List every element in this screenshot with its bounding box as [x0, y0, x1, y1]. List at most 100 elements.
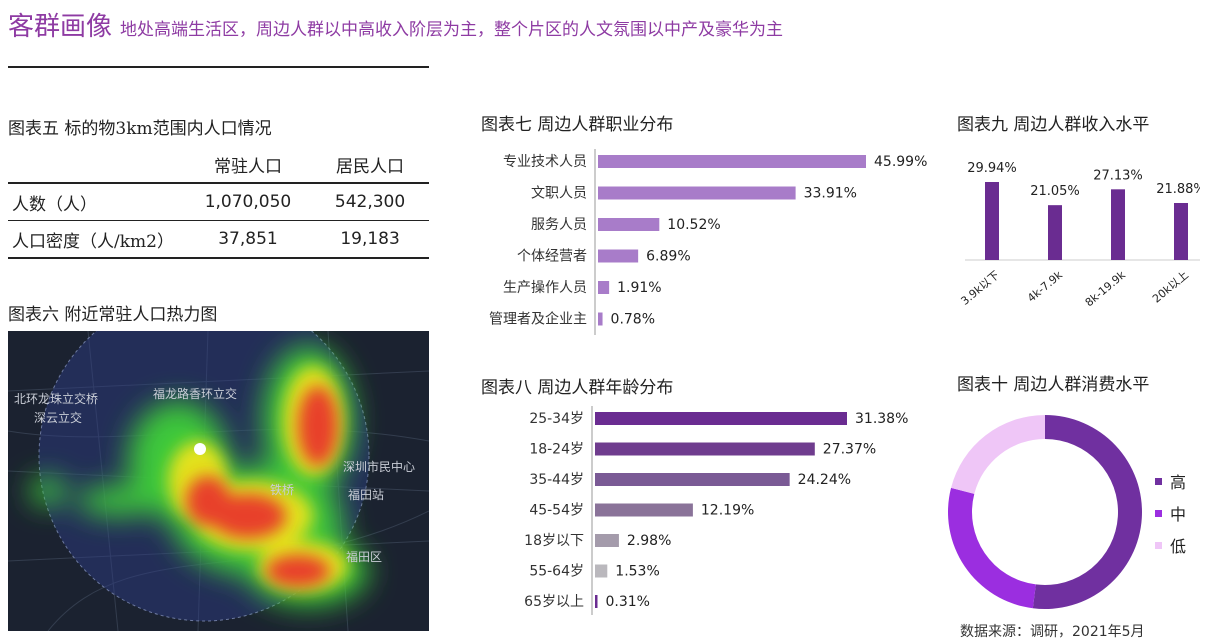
data-label: 29.94% [967, 161, 1017, 176]
category-label: 18岁以下 [524, 533, 584, 549]
category-label: 服务人员 [531, 217, 587, 233]
consumption-donut [948, 415, 1142, 609]
legend-item-mid: 中 [1155, 497, 1186, 529]
legend-swatch [1155, 509, 1162, 517]
category-label: 45-54岁 [529, 503, 584, 519]
heatmap-image: 北环龙珠立交桥 深云立交 福龙路香环立交 深圳市民中心 福田站 福田区 铁桥 [8, 331, 429, 631]
legend-swatch [1155, 541, 1162, 549]
map-label: 福田站 [348, 487, 384, 502]
bar [595, 442, 815, 456]
table-header-resident: 常驻人口 [213, 156, 282, 177]
table-header-household: 居民人口 [336, 156, 405, 177]
data-label: 21.05% [1030, 184, 1080, 199]
data-label: 31.38% [855, 411, 908, 427]
data-label: 27.13% [1093, 168, 1143, 183]
table-header-row: 常驻人口 居民人口 [8, 146, 429, 183]
bar [595, 595, 598, 608]
data-label: 1.91% [617, 280, 661, 296]
map-label: 福龙路香环立交 [153, 386, 237, 401]
chart7-title: 图表七 周边人群职业分布 [481, 115, 674, 135]
legend-item-high: 高 [1155, 465, 1186, 497]
category-label: 55-64岁 [529, 564, 584, 580]
location-pin-icon [194, 443, 206, 455]
chart10-title: 图表十 周边人群消费水平 [957, 375, 1150, 395]
pie-slice [948, 487, 1036, 609]
income-chart: 29.94% 3.9k以下 21.05% 4k-7.9k 27.13% 8k-19.9k 2… [958, 161, 1200, 309]
data-label: 33.91% [804, 186, 857, 202]
cell-value: 37,851 [184, 220, 312, 259]
data-label: 0.31% [606, 594, 650, 610]
map-label: 深圳市民中心 [343, 459, 415, 474]
bar [595, 473, 790, 486]
bar [598, 218, 660, 231]
bar [598, 281, 610, 294]
map-label: 深云立交 [34, 410, 82, 425]
category-label: 25-34岁 [529, 411, 584, 427]
map-label: 福田区 [346, 549, 382, 564]
map-label: 北环龙珠立交桥 [14, 391, 98, 406]
cell-value: 542,300 [311, 182, 429, 221]
row-label: 人数（人） [8, 182, 185, 221]
bar [595, 534, 619, 547]
bar [595, 503, 693, 517]
data-label: 21.88% [1156, 182, 1200, 197]
table5-title: 图表五 标的物3km范围内人口情况 [8, 119, 272, 139]
bar [595, 564, 608, 578]
legend-swatch [1155, 477, 1162, 485]
consumption-legend: 高 中 低 [1155, 465, 1186, 561]
category-label: 文职人员 [531, 186, 587, 202]
category-label: 65岁以上 [524, 594, 584, 610]
category-label: 35-44岁 [529, 472, 584, 488]
page-subtitle: 地处高端生活区，周边人群以中高收入阶层为主，整个片区的人文氛围以中产及豪华为主 [120, 20, 784, 40]
bar [985, 182, 999, 260]
age-chart: 25-34岁 31.38% 18-24岁 27.37% 35-44岁 24.24% 45-5… [524, 406, 908, 615]
heatmap-title: 图表六 附近常驻人口热力图 [8, 305, 218, 325]
row-label: 人口密度（人/km2） [8, 220, 185, 259]
cell-value: 1,070,050 [184, 182, 312, 221]
data-label: 0.78% [611, 312, 655, 328]
data-source-note: 数据来源：调研，2021年5月 [960, 624, 1145, 640]
population-table: 常驻人口 居民人口 人数（人） 1,070,050 542,300 人口密度（人… [8, 146, 429, 259]
legend-label: 高 [1170, 473, 1187, 492]
bar [598, 155, 866, 168]
data-label: 1.53% [615, 564, 659, 580]
map-label: 铁桥 [270, 483, 294, 497]
page-header: 客群画像 地处高端生活区，周边人群以中高收入阶层为主，整个片区的人文氛围以中产及豪… [8, 6, 783, 43]
table-header-blank [8, 146, 185, 183]
table-row: 人数（人） 1,070,050 542,300 [8, 182, 429, 221]
data-label: 12.19% [701, 503, 754, 519]
data-label: 6.89% [646, 249, 690, 265]
category-label: 18-24岁 [529, 442, 584, 458]
legend-label: 低 [1170, 537, 1187, 556]
bar [598, 312, 603, 326]
bar [598, 186, 796, 200]
data-label: 24.24% [798, 472, 851, 488]
tick-label: 20k以上 [1150, 268, 1191, 305]
legend-label: 中 [1170, 505, 1187, 524]
map-labels: 北环龙珠立交桥 深云立交 福龙路香环立交 深圳市民中心 福田站 福田区 铁桥 [14, 386, 415, 564]
tick-label: 4k-7.9k [1025, 268, 1065, 305]
bar [1048, 205, 1062, 260]
heatmap-graphic: 北环龙珠立交桥 深云立交 福龙路香环立交 深圳市民中心 福田站 福田区 铁桥 [8, 331, 429, 631]
category-label: 管理者及企业主 [489, 311, 587, 328]
bar [1174, 202, 1188, 260]
category-label: 专业技术人员 [503, 154, 587, 170]
tick-label: 8k-19.9k [1083, 268, 1129, 309]
data-label: 45.99% [874, 154, 927, 170]
occupation-chart: 专业技术人员 45.99% 文职人员 33.91% 服务人员 10.52% 个体经营者 6.8… [489, 149, 927, 335]
chart8-title: 图表八 周边人群年龄分布 [481, 378, 674, 398]
data-label: 10.52% [667, 217, 720, 233]
bar [1111, 189, 1125, 260]
legend-item-low: 低 [1155, 529, 1186, 561]
page-title: 客群画像 [8, 12, 113, 42]
table-row: 人口密度（人/km2） 37,851 19,183 [8, 220, 429, 259]
chart9-title: 图表九 周边人群收入水平 [957, 115, 1150, 135]
bar [595, 412, 847, 425]
bar [598, 249, 639, 263]
data-label: 2.98% [627, 533, 671, 549]
tick-label: 3.9k以下 [958, 268, 1001, 307]
cell-value: 19,183 [311, 220, 429, 259]
data-label: 27.37% [823, 442, 876, 458]
divider [8, 66, 429, 68]
pie-slice [1032, 415, 1142, 609]
